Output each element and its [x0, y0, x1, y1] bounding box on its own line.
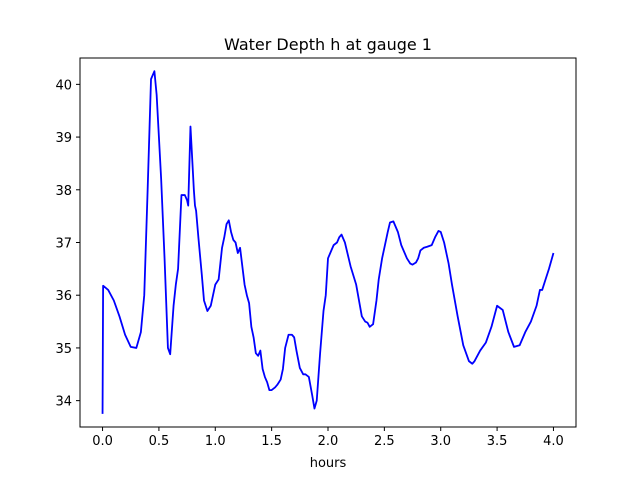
x-tick-label: 3.5: [487, 434, 508, 449]
y-tick-label: 36: [55, 289, 72, 304]
y-tick-label: 38: [55, 184, 72, 199]
x-tick-label: 0.0: [92, 434, 113, 449]
x-axis-label: hours: [310, 456, 347, 471]
y-tick-label: 37: [55, 237, 72, 252]
y-tick-label: 39: [55, 131, 72, 146]
x-tick-label: 1.0: [205, 434, 226, 449]
y-tick-label: 35: [55, 342, 72, 357]
y-axis-ticks: 34 35 36 37 38 39 40: [55, 78, 80, 410]
y-tick-label: 34: [55, 395, 72, 410]
x-tick-label: 1.5: [261, 434, 282, 449]
x-tick-label: 0.5: [149, 434, 170, 449]
chart-title: Water Depth h at gauge 1: [224, 35, 432, 54]
x-tick-label: 4.0: [543, 434, 564, 449]
x-tick-label: 3.0: [430, 434, 451, 449]
x-tick-label: 2.5: [374, 434, 395, 449]
y-tick-label: 40: [55, 78, 72, 93]
plot-area: [101, 70, 555, 414]
x-tick-label: 2.0: [318, 434, 339, 449]
x-axis-ticks: 0.0 0.5 1.0 1.5 2.0 2.5 3.0 3.5 4.0: [92, 427, 564, 449]
axes-frame: [79, 57, 577, 428]
series-line-0: [101, 70, 555, 414]
